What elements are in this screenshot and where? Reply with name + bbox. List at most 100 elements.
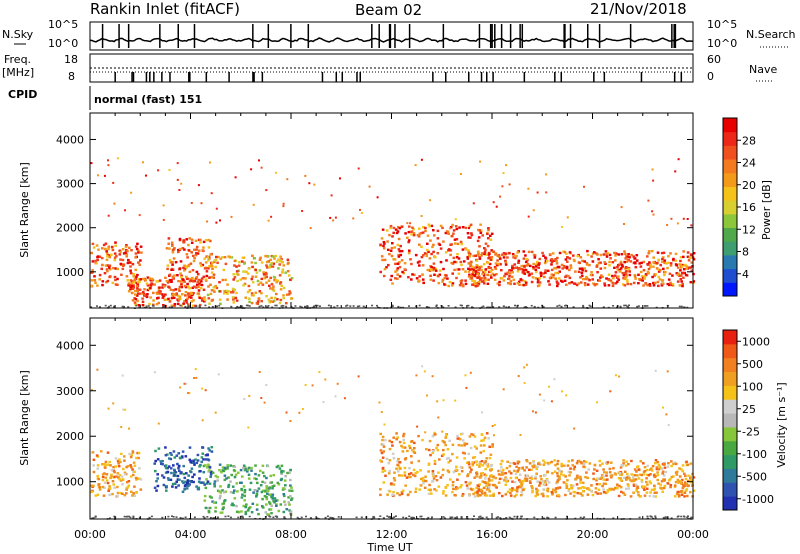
data-cell (275, 260, 279, 263)
data-cell (154, 459, 157, 463)
data-cell (287, 274, 291, 277)
data-cell (538, 281, 542, 284)
data-cell (538, 277, 541, 280)
data-cell (415, 374, 418, 377)
noise-tick-top-right: 10^5 (707, 18, 737, 31)
data-cell (381, 456, 385, 459)
data-cell (610, 281, 614, 284)
data-cell (104, 304, 107, 307)
data-cell (196, 453, 200, 457)
data-cell (485, 457, 488, 460)
data-cell (633, 468, 637, 471)
data-cell (436, 252, 440, 255)
data-cell (550, 268, 554, 272)
data-cell (645, 480, 648, 484)
data-cell (489, 453, 493, 456)
data-cell (112, 181, 115, 184)
data-cell (546, 516, 549, 519)
data-cell (520, 490, 523, 493)
data-cell (501, 471, 504, 474)
data-cell (162, 218, 165, 221)
data-cell (271, 487, 274, 490)
data-cell (520, 515, 523, 518)
data-cell (677, 158, 680, 161)
colorbar-segment (723, 454, 737, 469)
data-cell (599, 253, 603, 257)
data-cell (480, 490, 484, 493)
data-cell (380, 411, 383, 414)
data-cell (164, 466, 168, 470)
data-cell (425, 448, 428, 451)
data-cell (140, 251, 143, 254)
data-cell (244, 510, 248, 514)
data-cell (359, 208, 361, 211)
data-cell (459, 260, 463, 264)
data-cell (113, 258, 117, 262)
data-cell (152, 291, 155, 295)
data-cell (182, 278, 185, 282)
data-cell (511, 253, 515, 256)
colorbar-tick-label: 20 (742, 179, 756, 192)
data-cell (438, 243, 442, 246)
data-cell (542, 517, 545, 520)
data-cell (646, 255, 649, 258)
data-cell (582, 462, 586, 466)
data-cell (596, 492, 599, 495)
data-cell (661, 470, 665, 473)
data-cell (166, 453, 169, 456)
data-cell (308, 182, 311, 185)
data-cell (396, 463, 399, 467)
data-cell (476, 239, 480, 243)
data-cell (246, 290, 250, 294)
data-cell (412, 228, 415, 231)
data-cell (441, 430, 444, 433)
data-cell (240, 481, 243, 484)
data-cell (240, 488, 244, 492)
data-cell (647, 474, 651, 477)
data-cell (616, 487, 619, 490)
data-cell (489, 306, 491, 309)
data-cell (620, 472, 624, 476)
data-cell (657, 275, 661, 279)
data-cell (387, 516, 390, 518)
data-cell (523, 382, 526, 384)
data-cell (399, 253, 403, 257)
data-cell (101, 280, 105, 283)
data-cell (461, 304, 463, 307)
data-cell (170, 296, 174, 300)
data-cell (388, 233, 391, 237)
data-cell (571, 464, 574, 467)
data-cell (487, 253, 491, 256)
data-cell (183, 300, 186, 303)
data-cell (221, 469, 225, 472)
data-cell (383, 258, 387, 262)
data-cell (176, 462, 179, 466)
data-cell (475, 284, 478, 288)
data-cell (514, 304, 516, 307)
data-cell (271, 306, 274, 309)
data-cell (329, 216, 332, 219)
data-cell (455, 227, 459, 231)
data-cell (495, 264, 499, 267)
data-cell (199, 264, 203, 268)
data-cell (487, 227, 490, 230)
data-cell (179, 304, 182, 307)
data-cell (478, 266, 481, 270)
data-cell (569, 484, 573, 487)
data-cell (641, 276, 645, 280)
data-cell (393, 516, 396, 518)
data-cell (429, 199, 432, 202)
data-cell (207, 465, 211, 468)
data-cell (579, 478, 583, 481)
data-cell (542, 463, 546, 466)
data-cell (528, 468, 531, 471)
data-cell (530, 475, 534, 478)
data-cell (451, 234, 454, 238)
data-cell (128, 246, 131, 250)
data-cell (184, 265, 188, 268)
data-cell (429, 239, 432, 242)
data-cell (385, 457, 389, 460)
data-cell (635, 254, 639, 257)
data-cell (643, 469, 647, 473)
data-cell (258, 290, 262, 293)
